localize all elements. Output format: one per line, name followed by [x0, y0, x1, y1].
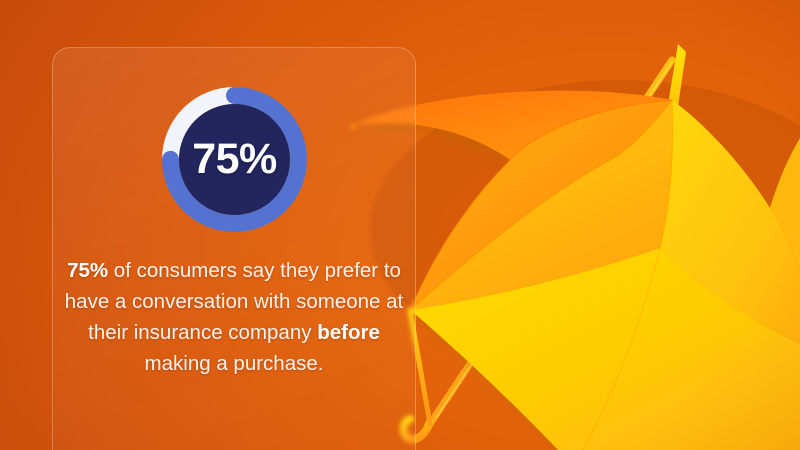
donut-value-label: 75%	[192, 135, 277, 183]
donut-progress	[162, 87, 307, 232]
caption-part2: making a purchase.	[144, 352, 324, 375]
donut-chart-svg	[162, 87, 307, 232]
statistic-caption: 75% of consumers say they prefer to have…	[60, 255, 408, 379]
caption-lead-percent: 75%	[67, 259, 109, 282]
caption-part1: of consumers say they prefer to have a c…	[64, 259, 404, 344]
donut-chart: 75%	[162, 87, 307, 232]
caption-emphasis: before	[317, 321, 380, 344]
donut-hub	[179, 104, 290, 215]
